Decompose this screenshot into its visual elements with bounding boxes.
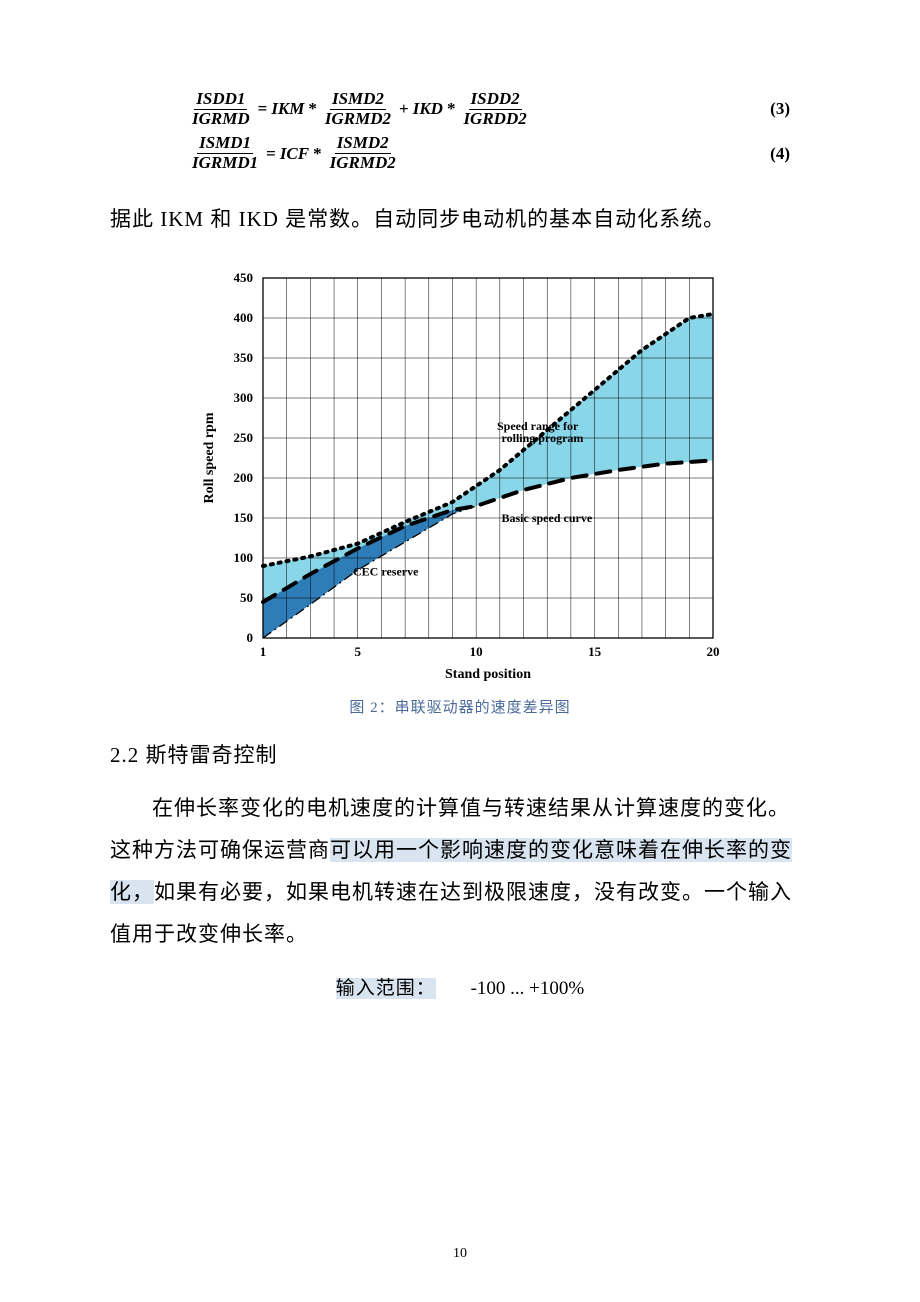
section-heading: 2.2 斯特雷奇控制: [110, 739, 810, 769]
svg-text:rolling program: rolling program: [502, 431, 584, 445]
chart-svg: 05010015020025030035040045015101520Stand…: [195, 258, 725, 688]
input-range-value: -100 ... +100%: [471, 978, 585, 999]
svg-text:5: 5: [354, 644, 361, 659]
equation-number-3: (3): [770, 99, 790, 119]
svg-text:1: 1: [260, 644, 267, 659]
page-number: 10: [0, 1246, 920, 1262]
svg-text:300: 300: [234, 390, 254, 405]
svg-text:CEC reserve: CEC reserve: [353, 564, 419, 578]
svg-text:350: 350: [234, 350, 254, 365]
svg-text:250: 250: [234, 430, 254, 445]
equation-3: ISDD1IGRMD = IKM* ISMD2IGRMD2 + IKD* ISD…: [188, 90, 810, 128]
svg-text:450: 450: [234, 270, 254, 285]
svg-text:400: 400: [234, 310, 254, 325]
input-range-label: 输入范围：: [336, 978, 436, 999]
svg-text:0: 0: [247, 630, 254, 645]
para2-c: 如果有必要，如果电机转速在达到极限速度，没有改变。一个输入值用于改变伸长率。: [110, 880, 792, 946]
svg-text:Stand position: Stand position: [445, 667, 531, 682]
input-range-line: 输入范围： -100 ... +100%: [110, 973, 810, 1000]
equation-number-4: (4): [770, 144, 790, 164]
svg-text:Roll speed rpm: Roll speed rpm: [202, 412, 217, 503]
equation-4: ISMD1IGRMD1 = ICF* ISMD2IGRMD2 (4): [188, 134, 810, 172]
svg-text:100: 100: [234, 550, 254, 565]
paragraph-2: 在伸长率变化的电机速度的计算值与转速结果从计算速度的变化。这种方法可确保运营商可…: [110, 787, 810, 955]
svg-text:20: 20: [707, 644, 720, 659]
svg-text:200: 200: [234, 470, 254, 485]
equation-block: ISDD1IGRMD = IKM* ISMD2IGRMD2 + IKD* ISD…: [188, 90, 810, 173]
svg-text:10: 10: [470, 644, 483, 659]
svg-text:150: 150: [234, 510, 254, 525]
svg-text:Basic speed curve: Basic speed curve: [502, 511, 593, 525]
paragraph-1: 据此 IKM 和 IKD 是常数。自动同步电动机的基本自动化系统。: [110, 198, 810, 240]
chart-caption: 图 2：串联驱动器的速度差异图: [349, 696, 570, 717]
speed-difference-chart: 05010015020025030035040045015101520Stand…: [110, 258, 810, 717]
svg-text:50: 50: [240, 590, 253, 605]
svg-text:15: 15: [588, 644, 602, 659]
